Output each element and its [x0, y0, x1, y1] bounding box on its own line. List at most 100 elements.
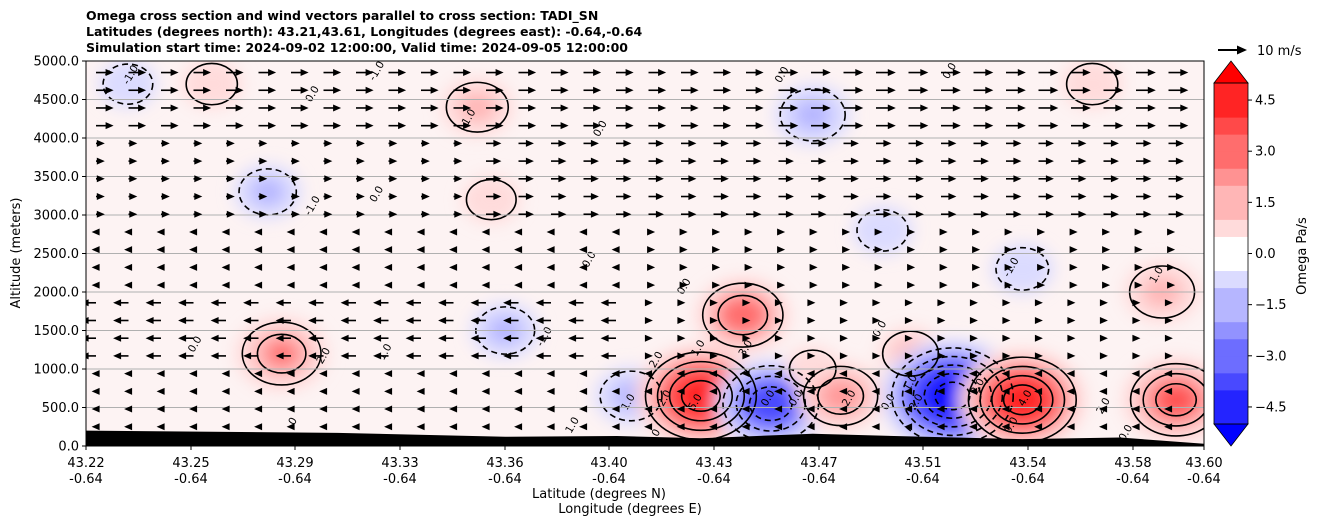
x-tick-label-lon: -0.64	[488, 472, 522, 487]
wind-vector	[286, 405, 295, 413]
wind-vector-head	[677, 316, 686, 324]
wind-vector-head	[644, 316, 653, 324]
y-tick-label: 2000.0	[34, 286, 80, 301]
wind-vector	[551, 69, 569, 77]
wind-vector	[1103, 139, 1119, 147]
wind-vector-head	[86, 316, 89, 324]
wind-vector-head	[324, 210, 333, 218]
terrain	[86, 430, 1204, 446]
wind-vector	[453, 175, 463, 183]
wind-vector	[96, 193, 105, 201]
wind-vector-head	[806, 405, 815, 413]
wind-vector-head	[275, 299, 284, 307]
wind-vector	[453, 157, 463, 165]
omega-contour	[991, 374, 1054, 425]
wind-vector	[806, 387, 815, 395]
wind-vector-head	[254, 405, 263, 413]
wind-vector	[351, 228, 360, 236]
wind-vector	[1134, 263, 1143, 271]
wind-vector	[1034, 299, 1043, 307]
wind-vector	[449, 405, 458, 413]
wind-vector-head	[268, 122, 277, 130]
wind-vector-head	[741, 387, 750, 395]
wind-vector-head	[625, 86, 634, 94]
wind-vector	[373, 334, 389, 342]
wind-vector	[86, 299, 96, 307]
wind-vector-head	[470, 316, 479, 324]
wind-vector-head	[145, 352, 154, 360]
wind-vector-head	[384, 423, 393, 431]
wind-vector	[583, 69, 602, 77]
wind-vector-head	[1082, 69, 1091, 77]
wind-vector-head	[1143, 157, 1152, 165]
wind-vector-head	[785, 139, 794, 147]
wind-vector	[839, 316, 848, 324]
wind-vector	[486, 157, 502, 165]
wind-vector	[1103, 193, 1119, 201]
wind-vector	[713, 139, 729, 147]
wind-vector	[774, 423, 783, 431]
wind-vector-head	[161, 210, 170, 218]
wind-vector	[1034, 334, 1043, 342]
omega-contour	[1142, 372, 1204, 427]
colorbar-segment	[1214, 236, 1248, 254]
wind-vector	[384, 370, 393, 378]
wind-vector	[777, 228, 786, 236]
wind-vector-head	[1078, 210, 1087, 218]
wind-vector-head	[647, 246, 656, 254]
wind-vector-head	[275, 316, 284, 324]
x-axis: 43.22-0.6443.25-0.6443.29-0.6443.33-0.64…	[67, 446, 1223, 487]
wind-vector	[811, 122, 831, 130]
wind-vector	[1103, 175, 1119, 183]
wind-vector	[811, 139, 827, 147]
wind-vector	[1004, 246, 1013, 254]
wind-vector	[1069, 246, 1078, 254]
wind-vector-head	[324, 157, 333, 165]
wind-vector-head	[904, 387, 913, 395]
wind-vector	[1134, 228, 1143, 236]
wind-vector	[124, 423, 133, 431]
wind-vector-head	[1115, 86, 1124, 94]
wind-vector	[839, 334, 848, 342]
wind-vector-head	[690, 122, 699, 130]
wind-vector-head	[579, 228, 588, 236]
wind-vector-head	[655, 193, 664, 201]
wind-vector-head	[677, 334, 686, 342]
wind-vector-head	[568, 299, 577, 307]
wind-vector-head	[688, 210, 697, 218]
wind-vector	[323, 157, 333, 165]
wind-vector-head	[1143, 210, 1152, 218]
contour-label: 0	[286, 416, 300, 428]
wind-vector	[156, 405, 165, 413]
colorbar-tick-label: −4.5	[1255, 400, 1287, 415]
wind-vector	[778, 86, 799, 94]
wind-vector-head	[398, 86, 407, 94]
wind-vector	[644, 334, 653, 342]
wind-vector	[373, 316, 389, 324]
wind-vector	[275, 299, 291, 307]
wind-vector-head	[210, 334, 219, 342]
wind-vector	[1071, 157, 1087, 165]
wind-vector	[221, 228, 230, 236]
wind-vector-head	[850, 139, 859, 147]
wind-vector	[1001, 370, 1010, 378]
wind-vector	[323, 210, 333, 218]
wind-vector	[712, 246, 721, 254]
wind-vector-head	[259, 175, 268, 183]
colorbar-segment	[1214, 202, 1248, 220]
wind-vector	[746, 175, 762, 183]
wind-vector-head	[86, 352, 89, 360]
wind-vector-head	[850, 175, 859, 183]
wind-vector	[226, 139, 235, 147]
wind-vector	[1002, 299, 1011, 307]
wind-vector-head	[1180, 122, 1189, 130]
wind-vector	[546, 387, 555, 395]
wind-vector-head	[969, 405, 978, 413]
wind-vector	[973, 210, 989, 218]
wind-vector-head	[259, 139, 268, 147]
wind-vector	[1136, 122, 1156, 130]
wind-vector-head	[398, 69, 407, 77]
wind-vector-head	[1175, 139, 1184, 147]
wind-vector-head	[203, 69, 212, 77]
wind-vector	[744, 228, 753, 236]
